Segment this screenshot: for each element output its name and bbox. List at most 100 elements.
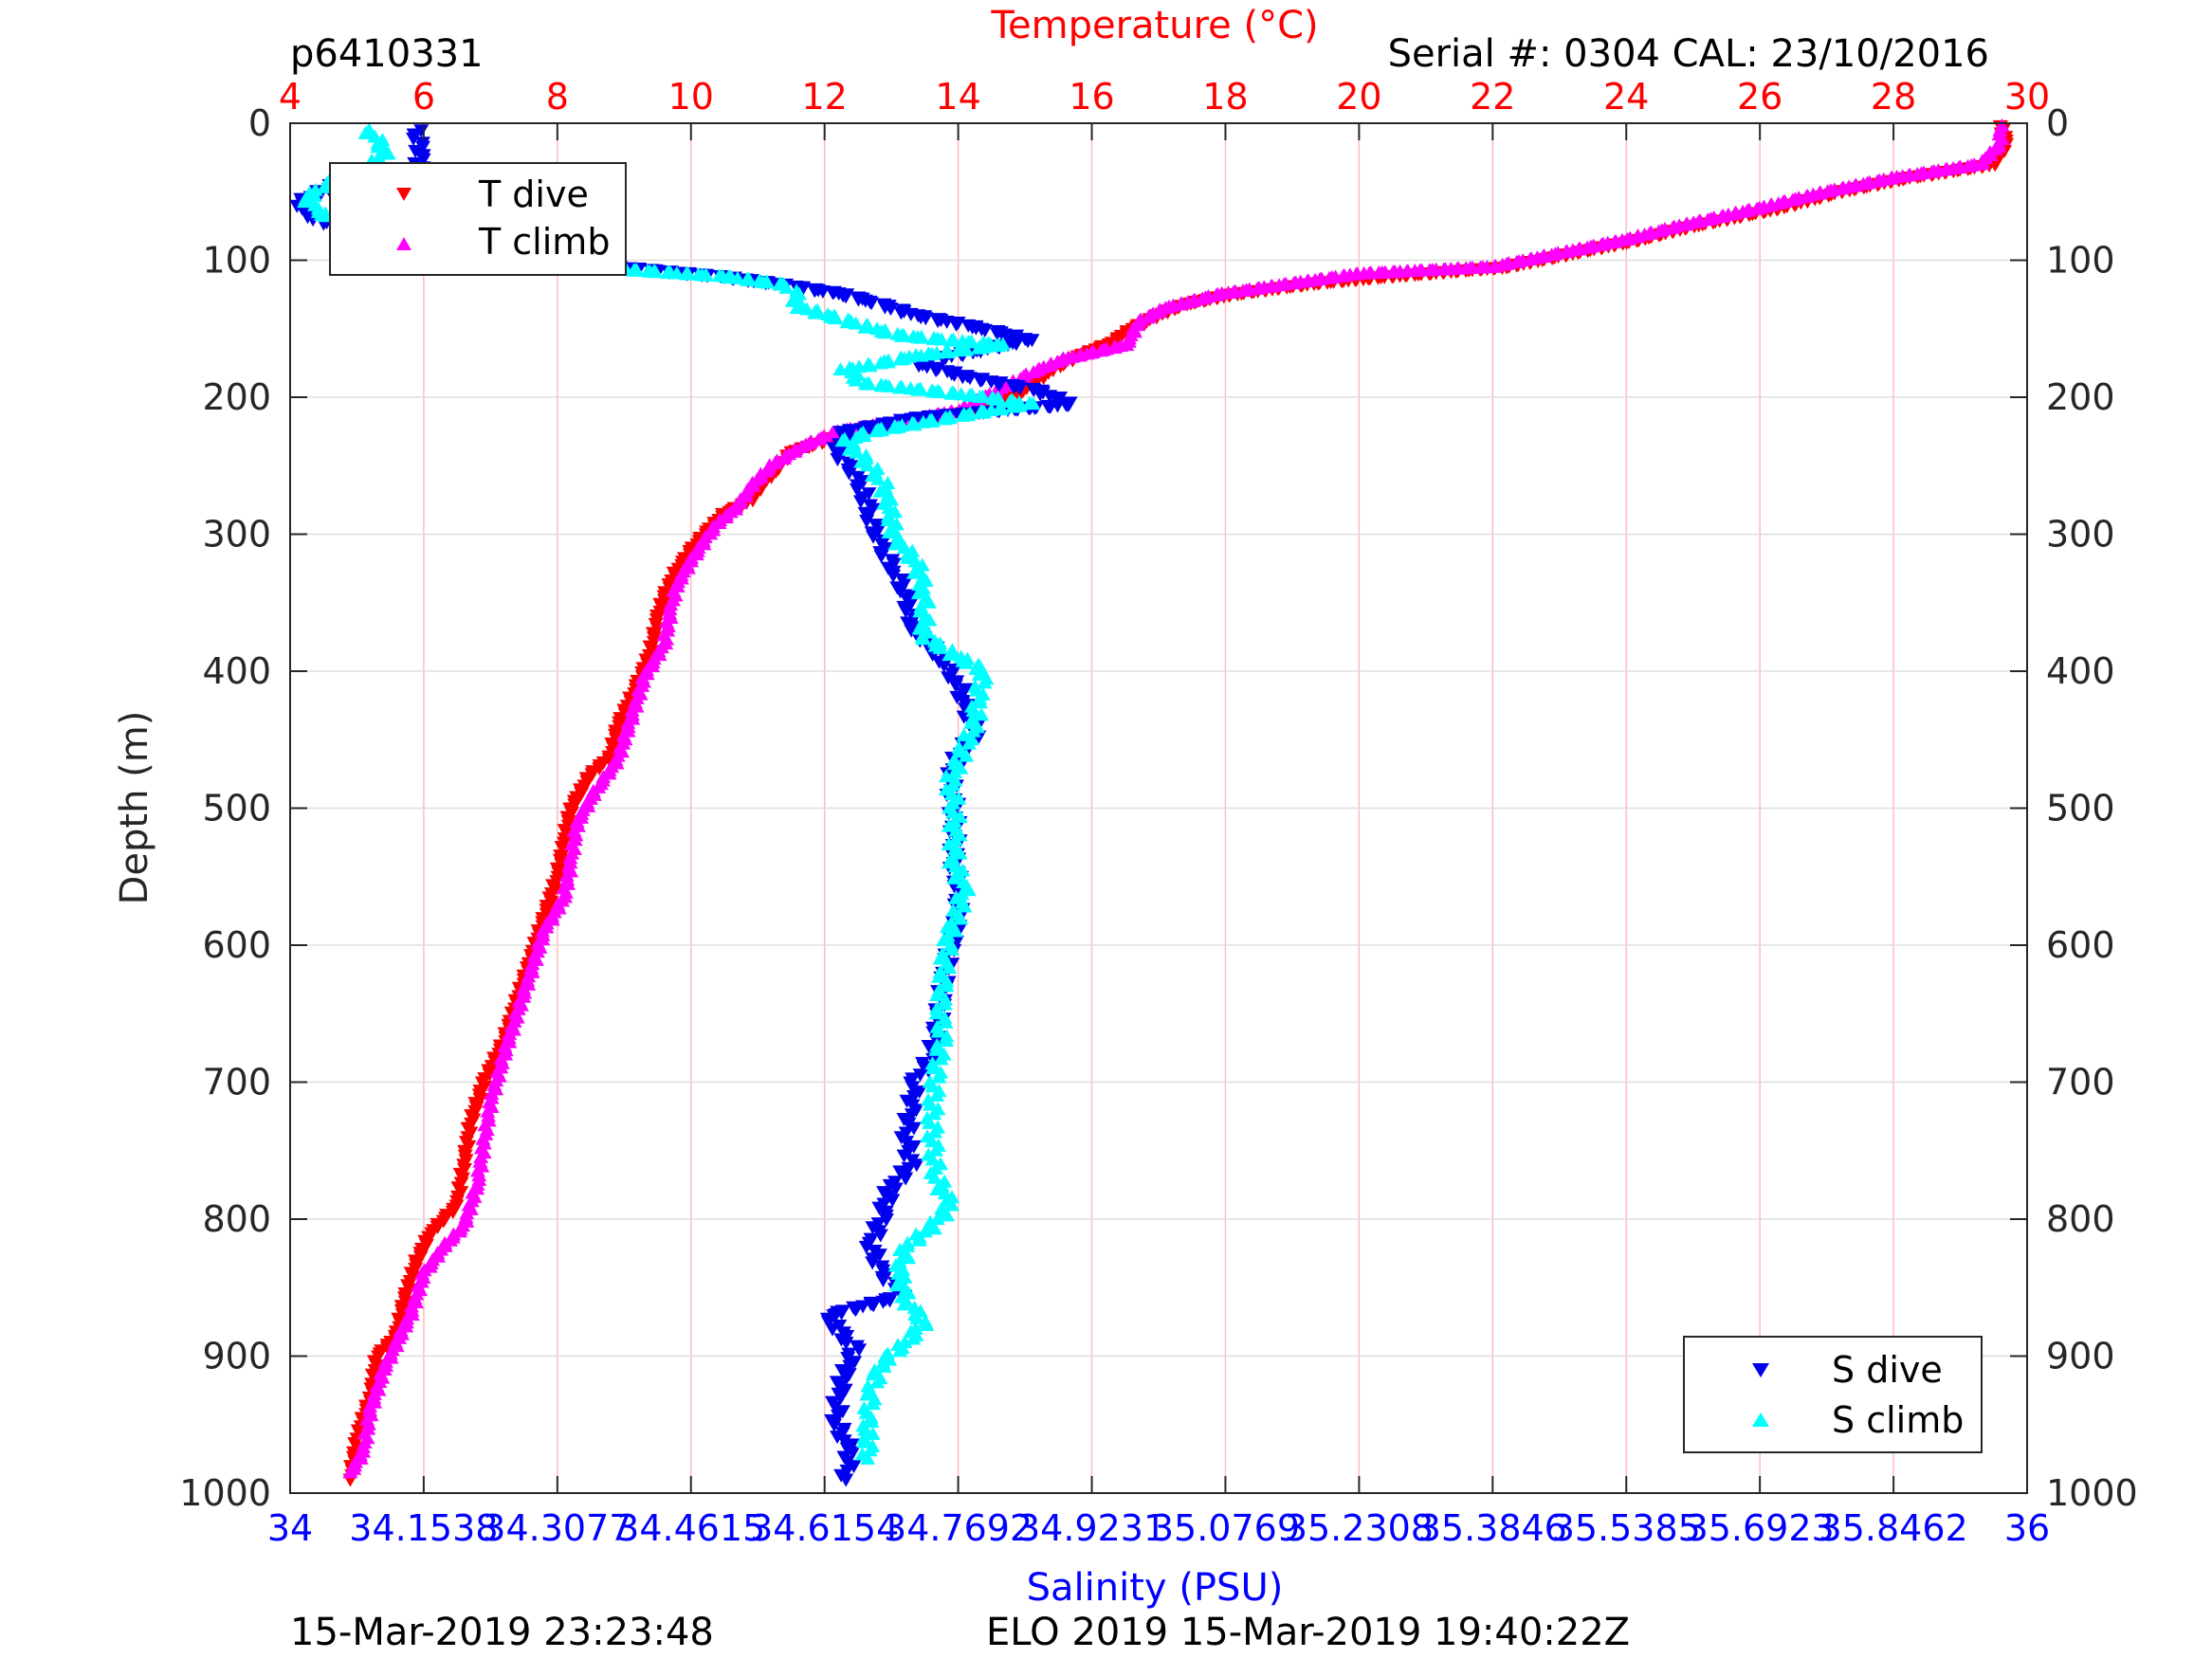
data-point xyxy=(933,1051,949,1066)
data-point xyxy=(845,1446,861,1460)
data-point xyxy=(953,911,969,925)
data-point xyxy=(1060,399,1076,413)
data-point xyxy=(840,1351,856,1365)
data-point xyxy=(839,315,855,329)
data-point xyxy=(875,1295,891,1309)
data-point xyxy=(943,333,960,347)
temperature-tick-label: 26 xyxy=(1737,76,1782,118)
data-point xyxy=(975,405,991,419)
data-point xyxy=(906,1089,923,1103)
data-point xyxy=(1004,399,1020,413)
data-point xyxy=(871,1201,887,1215)
series-t-climb xyxy=(342,118,2010,1479)
data-point xyxy=(932,951,948,965)
temperature-tick-label: 6 xyxy=(412,76,435,118)
data-point xyxy=(865,1221,881,1235)
data-point xyxy=(971,667,987,682)
salinity-tick-label: 34.3077 xyxy=(483,1507,631,1549)
data-point xyxy=(898,1172,914,1186)
data-point xyxy=(952,846,968,860)
data-point xyxy=(929,987,945,1001)
temperature-tick-label: 22 xyxy=(1470,76,1515,118)
data-point xyxy=(864,1413,880,1428)
depth-tick-label-right: 600 xyxy=(2046,924,2115,966)
data-point xyxy=(922,594,938,609)
depth-tick-label-left: 700 xyxy=(202,1062,271,1103)
data-point xyxy=(915,414,931,428)
data-point xyxy=(415,153,431,167)
depth-axis-title: Depth (m) xyxy=(113,711,156,905)
data-point xyxy=(861,487,877,501)
data-point xyxy=(862,1443,878,1457)
data-point xyxy=(944,1197,960,1212)
data-point xyxy=(991,392,1007,406)
data-point xyxy=(408,144,424,158)
data-point xyxy=(932,384,948,398)
data-point xyxy=(922,1115,938,1129)
data-point xyxy=(938,1014,954,1029)
data-point xyxy=(886,569,902,583)
data-point xyxy=(778,280,795,294)
data-point xyxy=(865,1256,881,1270)
salinity-tick-label: 34.7692 xyxy=(884,1507,1033,1549)
data-point xyxy=(893,328,909,342)
depth-tick-label-right: 700 xyxy=(2046,1062,2115,1103)
depth-tick-label-right: 900 xyxy=(2046,1336,2115,1377)
legend-t-dive-marker xyxy=(396,188,411,201)
data-point xyxy=(939,978,955,993)
data-point xyxy=(896,1149,912,1163)
footer-timestamp: 15-Mar-2019 23:23:48 xyxy=(290,1611,714,1654)
data-point xyxy=(892,1343,908,1358)
depth-tick-label-left: 200 xyxy=(202,376,271,418)
data-point xyxy=(838,1372,854,1386)
data-point xyxy=(941,960,958,975)
data-point xyxy=(887,1182,904,1196)
data-point xyxy=(883,302,899,317)
data-point xyxy=(932,640,948,654)
data-point xyxy=(413,124,430,138)
salinity-tick-label: 35.0769 xyxy=(1151,1507,1300,1549)
data-point xyxy=(342,1465,358,1479)
data-point xyxy=(959,748,975,762)
data-point xyxy=(832,1391,849,1405)
data-point xyxy=(759,275,776,289)
legend-s-climb-marker xyxy=(1752,1413,1769,1427)
profile-id: p6410331 xyxy=(290,32,484,76)
data-point xyxy=(807,305,823,319)
data-point xyxy=(924,1152,941,1166)
data-point xyxy=(1020,335,1036,349)
legend-temperature: T dive T climb xyxy=(329,162,627,276)
data-point xyxy=(851,1343,868,1358)
data-point xyxy=(943,787,960,801)
data-point xyxy=(370,139,386,154)
salinity-tick-label: 35.5385 xyxy=(1552,1507,1701,1549)
data-point xyxy=(955,686,971,701)
data-point xyxy=(928,364,944,378)
data-point xyxy=(927,1124,943,1139)
legend-salinity: S dive S climb xyxy=(1683,1336,1983,1453)
data-point xyxy=(992,378,1008,392)
data-point xyxy=(678,266,694,281)
data-point xyxy=(830,1431,846,1445)
data-point xyxy=(849,483,865,497)
footer-mission-info: ELO 2019 15-Mar-2019 19:40:22Z xyxy=(986,1611,1630,1654)
data-point xyxy=(922,612,938,627)
data-point xyxy=(911,1232,927,1247)
salinity-tick-label: 36 xyxy=(2004,1507,2050,1549)
data-point xyxy=(859,458,875,472)
data-point xyxy=(297,194,313,209)
legend-t-climb-marker xyxy=(396,237,411,250)
data-point xyxy=(849,445,865,459)
data-point xyxy=(905,1121,922,1136)
data-point xyxy=(977,675,993,689)
data-point xyxy=(865,502,881,517)
data-point xyxy=(901,1161,917,1176)
data-point xyxy=(848,1304,864,1318)
data-point xyxy=(936,933,952,947)
data-point xyxy=(905,1331,922,1345)
data-point xyxy=(908,1158,924,1173)
data-point xyxy=(938,1033,954,1048)
data-point xyxy=(926,1170,942,1184)
data-point xyxy=(891,380,907,394)
data-point xyxy=(860,1450,876,1465)
